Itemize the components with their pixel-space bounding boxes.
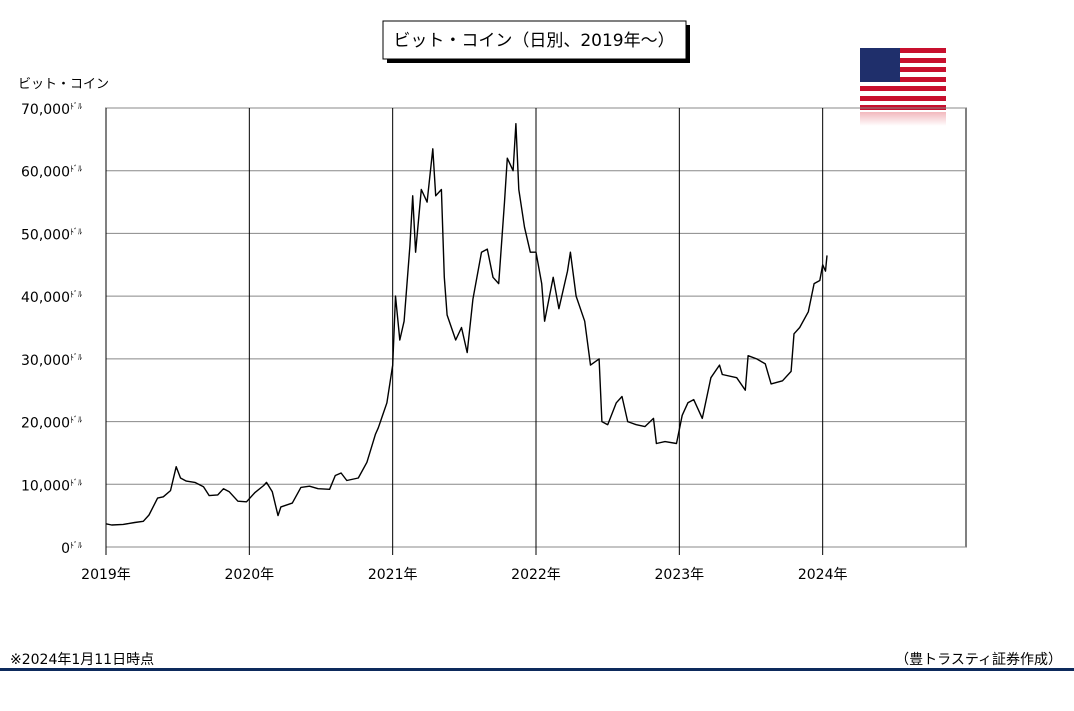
y-tick-unit: ﾄﾞﾙ xyxy=(70,102,82,111)
y-tick-label: 0ﾄﾞﾙ xyxy=(61,541,82,557)
y-tick-label: 20,000ﾄﾞﾙ xyxy=(21,416,82,432)
y-tick-value: 0 xyxy=(61,541,70,557)
y-tick-value: 10,000 xyxy=(21,478,70,494)
y-tick-value: 70,000 xyxy=(21,102,70,118)
y-tick-unit: ﾄﾞﾙ xyxy=(70,353,82,362)
y-tick-unit: ﾄﾞﾙ xyxy=(70,227,82,236)
y-tick-value: 40,000 xyxy=(21,290,70,306)
x-tick-label: 2020年 xyxy=(225,567,275,583)
y-tick-value: 20,000 xyxy=(21,416,70,432)
y-tick-unit: ﾄﾞﾙ xyxy=(70,165,82,174)
y-tick-unit: ﾄﾞﾙ xyxy=(70,478,82,487)
y-tick-label: 50,000ﾄﾞﾙ xyxy=(21,227,82,243)
y-tick-label: 30,000ﾄﾞﾙ xyxy=(21,353,82,369)
note: ※2024年1月11日時点 xyxy=(10,652,154,668)
y-axis-label: ビット・コイン xyxy=(18,77,109,92)
y-tick-label: 10,000ﾄﾞﾙ xyxy=(21,478,82,494)
flag xyxy=(860,48,946,126)
x-tick-label: 2024年 xyxy=(798,567,848,583)
y-tick-label: 60,000ﾄﾞﾙ xyxy=(21,165,82,181)
footer-rule xyxy=(0,668,1074,671)
source: （豊トラスティ証券作成） xyxy=(895,652,1062,668)
y-tick-unit: ﾄﾞﾙ xyxy=(70,416,82,425)
y-tick-unit: ﾄﾞﾙ xyxy=(70,290,82,299)
y-tick-label: 70,000ﾄﾞﾙ xyxy=(21,102,82,118)
y-tick-value: 50,000 xyxy=(21,227,70,243)
y-tick-value: 60,000 xyxy=(21,165,70,181)
y-tick-value: 30,000 xyxy=(21,353,70,369)
price-line xyxy=(105,123,828,526)
y-tick-label: 40,000ﾄﾞﾙ xyxy=(21,290,82,306)
x-tick-label: 2021年 xyxy=(368,567,418,583)
x-tick-label: 2022年 xyxy=(511,567,561,583)
x-tick-label: 2023年 xyxy=(655,567,705,583)
x-tick-label: 2019年 xyxy=(81,567,131,583)
chart-title: ビット・コイン（日別、2019年～） xyxy=(393,31,674,51)
y-tick-unit: ﾄﾞﾙ xyxy=(70,541,82,550)
title-box xyxy=(382,20,687,60)
